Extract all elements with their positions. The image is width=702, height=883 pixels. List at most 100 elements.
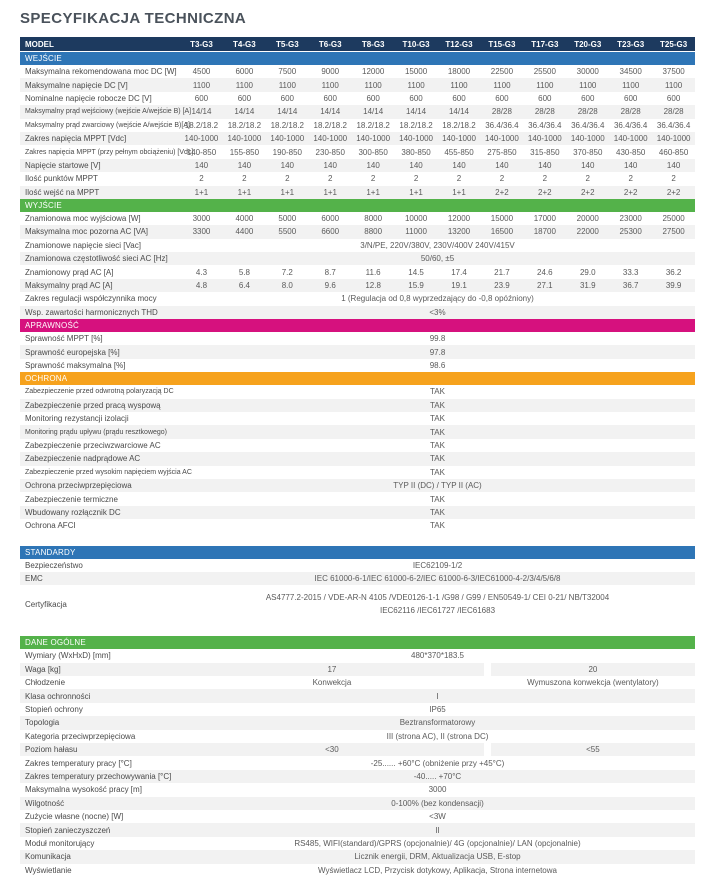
spanning-value: IEC 61000-6-1/IEC 61000-6-2/IEC 61000-6-…: [314, 574, 561, 584]
spec-row: Zakres napięcia MPPT (przy pełnym obciąż…: [20, 145, 695, 158]
spec-row: Ilość wejść na MPPT 1+1 1+1 1+1 1+1 1+1 1+1 1+1…: [20, 185, 695, 199]
row-label: Certyfikacja: [25, 599, 67, 609]
cell-value: 190-850: [272, 147, 302, 157]
cell-value: 600: [323, 93, 337, 103]
row-values: TAK: [180, 492, 695, 505]
row-values: 1+1 1+1 1+1 1+1 1+1 1+1 1+1 2+2 2+2 2+2 2+2 2+2: [180, 186, 695, 199]
row-values: -25...... +60°C (obniżenie przy +45°C): [180, 756, 695, 769]
row-label: Moduł monitorujący: [25, 838, 95, 848]
row-values: 4.3 5.8 7.2 8.7 11.6 14.5 17.4 21.7 24.6 29.0 33.3…: [180, 265, 695, 278]
spec-table: MODEL T3-G3 T4-G3 T5-G3 T6-G3 T8-G3 T10-G3 T12…: [20, 37, 695, 877]
cell-value: 18.2/18.2: [356, 120, 390, 130]
spec-row: Chłodzenie Konwekcja Wymuszona konwekcja (…: [20, 676, 695, 690]
cell-value: 2+2: [666, 187, 681, 197]
cell-value: 140: [666, 160, 681, 170]
cell-value: 28/28: [577, 107, 598, 117]
cell-value: 8.0: [281, 281, 293, 291]
row-values: AS4777.2-2015 / VDE-AR-N 4105 /VDE0126-1…: [180, 585, 695, 623]
page-title: SPECYFIKACJA TECHNICZNA: [20, 10, 247, 27]
row-values: 2 2 2 2 2 2 2 2 2 2 2 2: [180, 172, 695, 185]
cell-value: 10000: [404, 214, 428, 224]
cell-value: 430-850: [616, 147, 646, 157]
spanning-value: 99.8: [429, 334, 446, 344]
cell-value: 1+1: [194, 187, 209, 197]
cell-value: 1100: [450, 80, 468, 90]
cell-value: 22500: [490, 67, 514, 77]
cell-value: 140-1000: [356, 134, 391, 144]
spanning-value: TAK: [430, 494, 445, 504]
row-label: Komunikacja: [25, 852, 71, 862]
spec-row: Monitoring prądu upływu (prądu resztkowe…: [20, 425, 695, 439]
cell-value: 140: [538, 160, 552, 170]
cell-value: 2: [456, 174, 462, 184]
spanning-value: TAK: [430, 454, 445, 464]
value-line: AS4777.2-2015 / VDE-AR-N 4105 /VDE0126-1…: [265, 593, 610, 603]
row-label: Poziom hałasu: [25, 745, 78, 755]
row-label: Zakres temperatury przechowywania [°C]: [25, 771, 172, 781]
cell-value: 2: [370, 174, 376, 184]
split-value-left: 17: [327, 664, 337, 674]
row-label: Ilość punktów MPPT: [25, 174, 98, 184]
spec-row: Napięcie startowe [V] 140 140 140 140 140 140 1…: [20, 158, 695, 173]
cell-value: 9000: [321, 67, 340, 77]
cell-value: 39.9: [665, 281, 682, 291]
row-values: TAK: [180, 466, 695, 479]
cell-value: 36.4/36.4: [485, 120, 519, 130]
cell-value: 1100: [536, 80, 554, 90]
row-label: Monitoring rezystancji izolacji: [25, 414, 129, 424]
row-values: TAK: [180, 385, 695, 398]
model-header-row: MODEL T3-G3 T4-G3 T5-G3 T6-G3 T8-G3 T10-G3 T12…: [20, 37, 695, 52]
split-divider: [483, 676, 491, 690]
row-values: 98.6: [180, 359, 695, 372]
spec-row: Nominalne napięcie robocze DC [V] 600 600 6…: [20, 92, 695, 105]
split-divider: [483, 743, 491, 757]
spanning-value: -25...... +60°C (obniżenie przy +45°C): [370, 758, 505, 768]
row-values: I: [180, 689, 695, 702]
cell-value: 30000: [576, 67, 599, 77]
spanning-value: Beztransformatorowy: [399, 718, 476, 728]
model-column-header: T15-G3: [488, 39, 516, 49]
row-values: 480*370*183.5: [180, 649, 695, 662]
row-label: Maksymalny prąd zwarciowy (wejście A/wej…: [25, 121, 190, 129]
spanning-value: I: [436, 691, 439, 701]
row-label: Zakres temperatury pracy [°C]: [25, 758, 132, 768]
cell-value: 14/14: [363, 107, 384, 117]
row-label: Wymiary (WxHxD) [mm]: [25, 651, 111, 661]
section-header: WEJŚCIE: [20, 52, 695, 65]
cell-value: 6000: [321, 214, 340, 224]
model-column-header: T25-G3: [660, 39, 688, 49]
cell-value: 2+2: [623, 187, 638, 197]
cell-value: 18.2/18.2: [442, 120, 476, 130]
spec-row: Poziom hałasu <30 <55: [20, 743, 695, 757]
row-label: Maksymalna moc pozorna AC [VA]: [25, 227, 149, 237]
spanning-value: TAK: [430, 440, 445, 450]
cell-value: 15000: [404, 67, 428, 77]
row-label: Zabezpieczenie przed odwrotną polaryzacj…: [25, 388, 174, 396]
cell-value: 140-1000: [442, 134, 476, 144]
spec-row: Zakres temperatury pracy [°C] -25...... +…: [20, 756, 695, 769]
spec-row: Maksymalna wysokość pracy [m] 3000: [20, 783, 695, 796]
row-label: Zabezpieczenie przed wysokim napięciem w…: [25, 468, 192, 476]
cell-value: 140-1000: [485, 134, 519, 144]
cell-value: 2: [328, 174, 333, 184]
cell-value: 2+2: [580, 187, 595, 197]
spec-row: Moduł monitorujący RS485, WIFI(standard)/…: [20, 837, 695, 850]
cell-value: 140: [194, 160, 209, 170]
cell-value: 4400: [235, 227, 254, 237]
row-values: 3/N/PE, 220V/380V, 230V/400V 240V/415V: [180, 239, 695, 252]
cell-value: 16500: [490, 227, 514, 237]
model-column-header: T17-G3: [531, 39, 559, 49]
model-column-header: T6-G3: [318, 39, 342, 49]
cell-value: 1+1: [366, 187, 380, 197]
spec-row: Maksymalna rekomendowana moc DC [W] 4500 6…: [20, 65, 695, 78]
model-column-header: T20-G3: [574, 39, 602, 49]
cell-value: 1100: [235, 80, 253, 90]
cell-value: 6600: [321, 227, 340, 237]
row-label: Stopień ochrony: [25, 705, 83, 715]
spec-row: Znamionowa częstotliwość sieci AC [Hz] 50…: [20, 252, 695, 266]
section-header: WYJŚCIE: [20, 198, 695, 212]
cell-value: 4.8: [195, 281, 208, 291]
cell-value: 140: [323, 160, 337, 170]
split-value-left: <30: [325, 745, 339, 755]
